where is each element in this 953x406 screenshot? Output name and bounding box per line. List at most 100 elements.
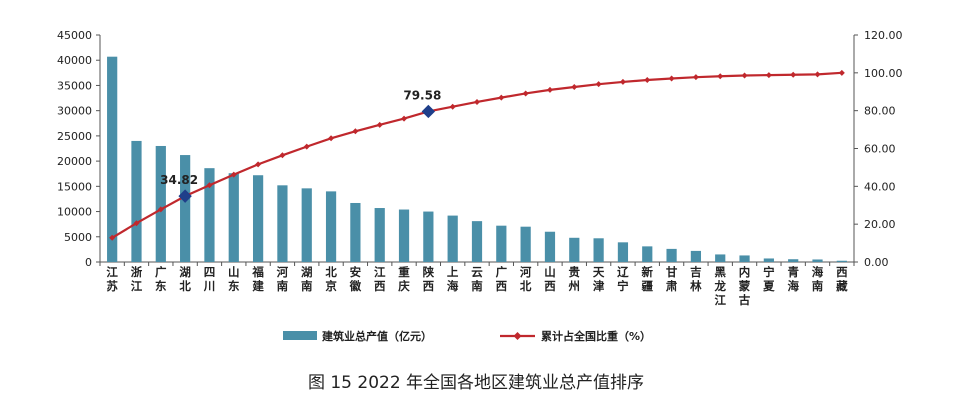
data-label: 79.58 <box>403 88 441 102</box>
bar <box>374 208 385 262</box>
y-left-tick-label: 25000 <box>57 130 92 143</box>
line-point <box>498 94 505 101</box>
line-point <box>474 98 480 105</box>
line-point <box>303 143 310 150</box>
line-point <box>595 81 602 88</box>
y-left-tick-label: 0 <box>85 256 92 269</box>
line-point <box>546 86 553 93</box>
y-right-tick-label: 0.00 <box>864 256 889 269</box>
line-point <box>522 90 529 97</box>
category-label: 河南 <box>277 265 289 293</box>
bar <box>447 215 458 262</box>
line-point <box>644 77 651 84</box>
category-label: 山西 <box>544 265 556 293</box>
y-right-tick-label: 100.00 <box>864 67 903 80</box>
bar <box>520 226 531 262</box>
bar <box>690 250 702 262</box>
line-point <box>692 74 699 81</box>
line-point <box>790 71 797 78</box>
bar <box>544 231 556 262</box>
category-label: 浙江 <box>131 265 143 293</box>
category-label: 贵州 <box>568 265 581 293</box>
line-point <box>230 171 237 178</box>
line-point <box>279 152 286 159</box>
y-right-tick-label: 60.00 <box>864 143 896 156</box>
bar <box>666 248 677 262</box>
bar <box>617 242 629 262</box>
bar <box>739 255 750 262</box>
category-label: 宁夏 <box>763 265 775 293</box>
category-label: 新疆 <box>642 265 654 293</box>
category-label: 四川 <box>203 265 216 293</box>
y-left-tick-label: 5000 <box>64 231 92 244</box>
category-label: 陕西 <box>423 265 435 293</box>
category-label: 江苏 <box>106 265 118 293</box>
line-point <box>838 69 845 76</box>
highlight-point <box>178 189 192 203</box>
line-point <box>571 84 578 91</box>
category-label: 海南 <box>812 265 824 293</box>
bar <box>398 209 410 262</box>
bar <box>496 225 507 262</box>
line-point <box>133 220 140 227</box>
bar <box>593 238 604 262</box>
category-label: 山东 <box>228 265 240 293</box>
category-label: 广西 <box>496 265 508 293</box>
line-point <box>717 73 724 80</box>
legend-line-label: 累计占全国比重（%） <box>541 329 651 343</box>
category-label: 湖南 <box>301 265 313 293</box>
line-point <box>157 206 164 213</box>
category-label: 辽宁 <box>617 265 629 293</box>
category-label: 青海 <box>787 265 799 293</box>
category-labels: 江苏浙江广东湖北四川山东福建河南湖南北京安徽江西重庆陕西上海云南广西河北山西贵州… <box>106 265 848 307</box>
bar <box>763 258 774 262</box>
bar <box>204 168 215 262</box>
y-left-tick-label: 30000 <box>57 105 92 118</box>
y-right-tick-label: 40.00 <box>864 180 896 193</box>
bar <box>107 56 118 262</box>
bar <box>788 259 799 262</box>
y-left-tick-label: 10000 <box>57 206 92 219</box>
category-label: 重庆 <box>397 265 410 293</box>
category-label: 西藏 <box>836 265 848 293</box>
bar <box>252 175 264 262</box>
bar <box>131 140 142 262</box>
bar <box>350 202 361 262</box>
bar <box>228 173 239 262</box>
y-left-tick-label: 40000 <box>57 54 92 67</box>
category-label: 河北 <box>520 265 532 293</box>
category-label: 湖北 <box>179 265 191 293</box>
category-label: 云南 <box>471 265 483 293</box>
bar <box>642 246 653 262</box>
line-point <box>352 128 359 135</box>
bar <box>301 188 312 262</box>
line-point <box>376 121 383 128</box>
y-right-tick-label: 20.00 <box>864 218 896 231</box>
bar <box>423 211 434 262</box>
y-right-tick-label: 80.00 <box>864 105 896 118</box>
category-label: 江西 <box>374 265 386 293</box>
category-label: 天津 <box>593 265 605 293</box>
legend-bar-swatch <box>283 331 317 340</box>
category-label: 内蒙古 <box>739 265 751 307</box>
line-point <box>741 72 748 79</box>
bar <box>471 221 483 262</box>
y-left-tick-label: 15000 <box>57 180 92 193</box>
axes: 0 5000 10000 15000 20000 25000 30000 35000 40000… <box>57 29 903 269</box>
category-label: 上海 <box>447 265 459 293</box>
highlight-point <box>421 104 436 119</box>
line-point <box>668 75 675 82</box>
line-point <box>206 182 213 189</box>
line-point <box>109 234 116 241</box>
bar <box>569 237 580 262</box>
legend: 建筑业总产值（亿元） 累计占全国比重（%） <box>283 329 651 343</box>
y-left-tick-label: 45000 <box>57 29 92 42</box>
bar <box>155 145 166 262</box>
legend-line-marker <box>513 332 522 340</box>
category-label: 吉林 <box>690 265 702 293</box>
category-label: 甘肃 <box>666 265 678 293</box>
line-point <box>814 71 821 78</box>
line-point <box>619 78 626 85</box>
